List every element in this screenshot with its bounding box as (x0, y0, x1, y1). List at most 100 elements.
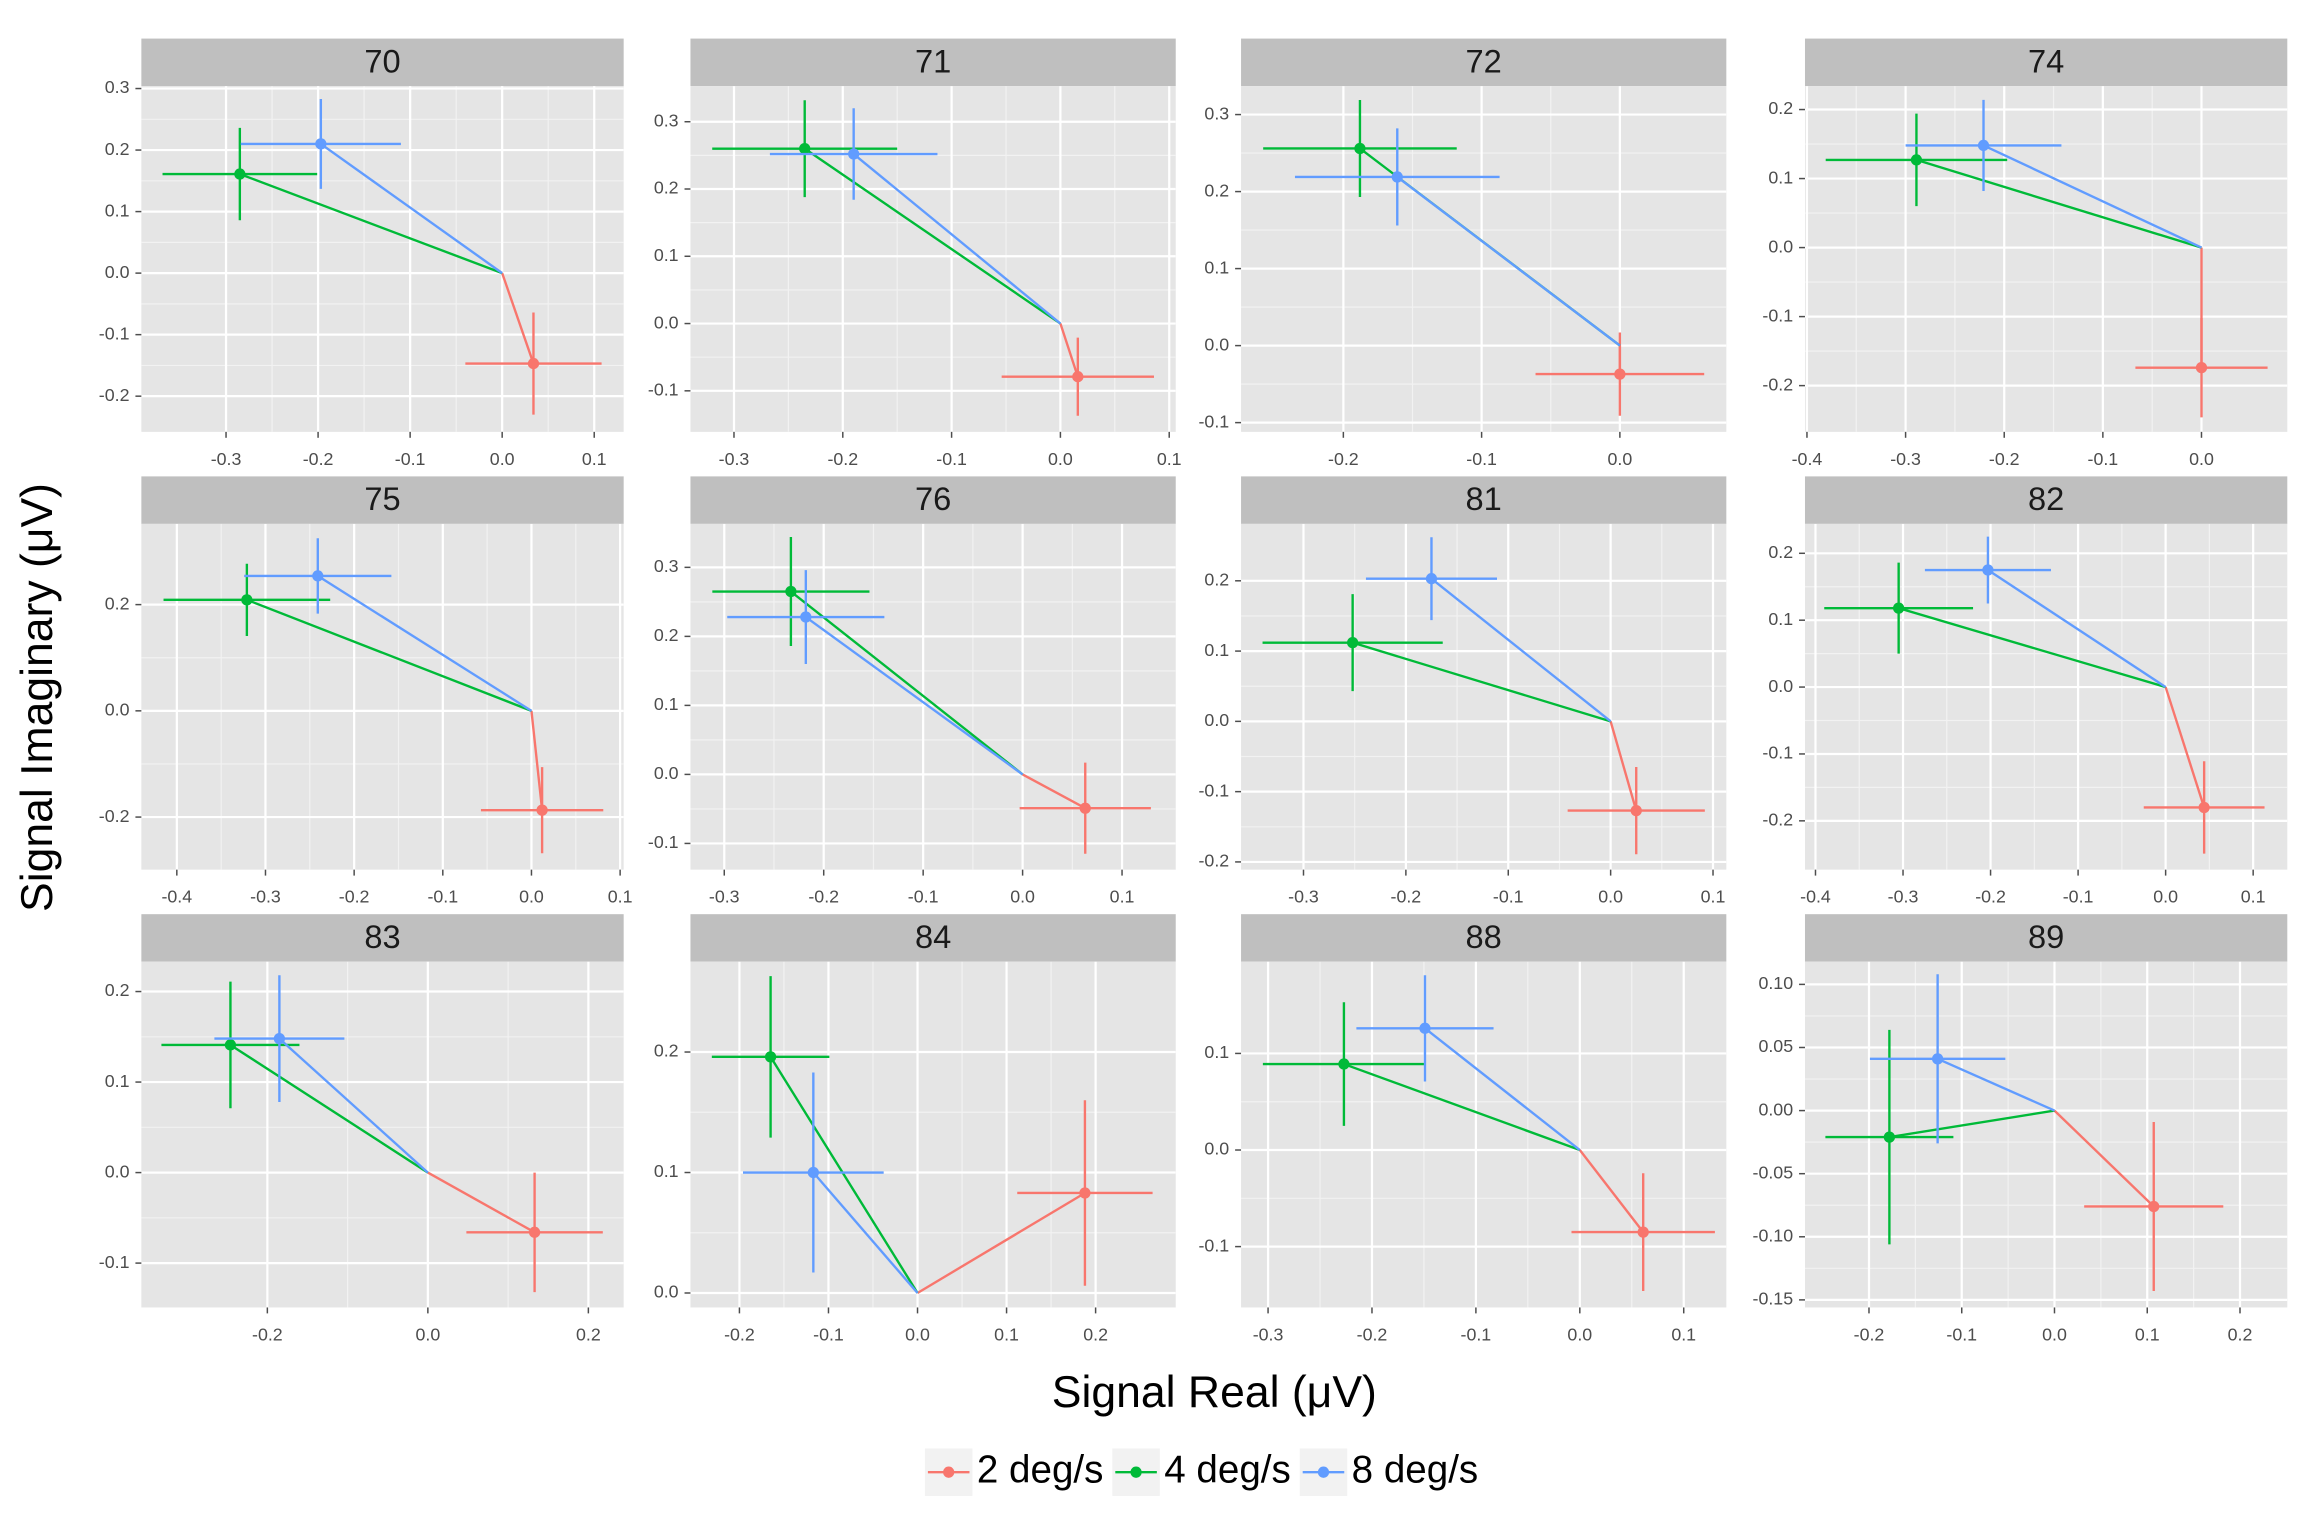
panel: 74 -0.4 -0.3 -0.2 -0.1 0.0 -0.2 -0.1 0.0 0.1 0.2 (1762, 38, 2288, 469)
legend-key-point (943, 1466, 955, 1478)
point (312, 570, 324, 582)
x-tick-label: -0.2 (1854, 1324, 1885, 1344)
y-tick-label: 0.3 (105, 77, 130, 97)
panel-title: 89 (2028, 918, 2064, 955)
connector (1343, 1062, 1581, 1152)
point (1346, 637, 1359, 649)
x-tick-label: 0.1 (1701, 887, 1726, 907)
connector (530, 710, 544, 811)
point (1910, 154, 1923, 166)
connector (852, 153, 1062, 325)
strip (690, 38, 1176, 87)
strip (690, 914, 1176, 962)
point (1425, 573, 1438, 585)
point (1982, 564, 1994, 576)
x-tick-label: 0.2 (1083, 1324, 1108, 1344)
point (1354, 142, 1366, 155)
plot-area (141, 86, 624, 432)
x-tick-label: 0.1 (994, 1324, 1019, 1344)
plot-area (690, 86, 1176, 432)
plot-background (690, 523, 1176, 870)
y-tick-label: 0.1 (1204, 640, 1229, 660)
connector (916, 1191, 1086, 1295)
y-tick-label: -0.05 (1753, 1162, 1794, 1182)
plot-background (1804, 961, 2288, 1308)
y-tick-label: 0.1 (1768, 167, 1793, 187)
y-tick-label: 0.1 (105, 1071, 130, 1091)
y-tick-label: 0.1 (654, 1161, 679, 1181)
panel-title: 84 (915, 918, 951, 955)
connector (769, 1056, 919, 1294)
legend-key-point (1317, 1466, 1330, 1478)
strip (1241, 38, 1727, 87)
panel: 72 -0.2 -0.1 0.0 -0.1 0.0 0.1 0.2 0.3 (1198, 38, 1727, 469)
point (1893, 602, 1905, 614)
connector (1898, 607, 2166, 689)
x-tick-label: 0.1 (1671, 1324, 1696, 1344)
y-tick-label: 0.0 (1204, 334, 1229, 354)
connector (1059, 323, 1079, 378)
panel-title: 71 (915, 42, 951, 79)
y-tick-label: 0.0 (654, 763, 679, 783)
y-tick-label: 0.1 (1768, 609, 1793, 629)
x-tick-label: 0.0 (1048, 449, 1073, 469)
y-tick-label: 0.3 (1204, 103, 1229, 123)
plot-background (1241, 961, 1727, 1308)
panel: 89 -0.2 -0.1 0.0 0.1 0.2 -0.15 -0.10 -0.05 0.00 0.… (1753, 914, 2288, 1344)
y-tick-label: 0.0 (1204, 710, 1229, 730)
x-tick-label: 0.1 (1157, 449, 1182, 469)
y-tick-label: 0.0 (654, 1282, 679, 1302)
connector (1916, 158, 2202, 249)
point (527, 357, 540, 370)
connector (317, 574, 533, 712)
strip (1804, 38, 2288, 87)
connector (1609, 721, 1638, 811)
point (224, 1039, 237, 1051)
y-tick-label: 0.0 (1768, 676, 1793, 696)
x-tick-label: 0.0 (2189, 449, 2214, 469)
point (848, 148, 860, 160)
y-tick-label: -0.1 (648, 832, 679, 852)
x-tick-label: 0.1 (2135, 1324, 2160, 1344)
legend-item: 4 deg/s (1112, 1448, 1291, 1496)
y-axis-title: Signal Imaginary (μV) (13, 483, 62, 912)
panel-title: 88 (1466, 918, 1502, 955)
legend: 2 deg/s 4 deg/s 8 deg/s (924, 1448, 1478, 1496)
connector (1889, 1109, 2055, 1139)
y-tick-label: 0.0 (654, 312, 679, 332)
panel: 83 -0.2 0.0 0.2 -0.1 0.0 0.1 0.2 (99, 914, 624, 1344)
y-tick-label: -0.2 (1762, 810, 1793, 830)
point (1079, 802, 1091, 814)
connector (1352, 641, 1611, 723)
x-tick-label: -0.1 (2063, 887, 2094, 907)
point (315, 138, 327, 150)
panel: 84 -0.2 -0.1 0.0 0.1 0.2 0.0 0.1 0.2 (654, 914, 1176, 1344)
connector (790, 590, 1024, 776)
x-tick-label: -0.2 (808, 887, 839, 907)
y-tick-label: 0.2 (654, 178, 679, 198)
x-tick-label: 0.0 (2153, 887, 2178, 907)
y-tick-label: -0.1 (99, 323, 130, 343)
strip (1241, 476, 1727, 524)
plot-background (690, 86, 1176, 432)
point (1637, 1226, 1649, 1238)
y-tick-label: -0.1 (1198, 1235, 1229, 1255)
y-tick-label: 0.3 (654, 110, 679, 130)
y-tick-label: 0.1 (1204, 1042, 1229, 1062)
panel-title: 70 (364, 42, 400, 79)
x-tick-label: -0.3 (1888, 887, 1919, 907)
y-tick-label: -0.1 (648, 380, 679, 400)
strip (1804, 476, 2288, 524)
x-tick-label: -0.3 (1253, 1324, 1284, 1344)
x-tick-label: 0.0 (1607, 449, 1632, 469)
y-tick-label: 0.0 (105, 1161, 130, 1181)
point (536, 804, 548, 816)
plot-background (1804, 523, 2288, 870)
point (1931, 1053, 1944, 1065)
panel: 76 -0.3 -0.2 -0.1 0.0 0.1 -0.1 0.0 0.1 0.2 0.3 (648, 476, 1176, 907)
y-tick-label: 0.1 (654, 245, 679, 265)
connector (1022, 773, 1086, 810)
y-tick-label: -0.1 (1198, 411, 1229, 431)
connector (320, 142, 503, 275)
y-tick-label: -0.15 (1753, 1289, 1794, 1309)
